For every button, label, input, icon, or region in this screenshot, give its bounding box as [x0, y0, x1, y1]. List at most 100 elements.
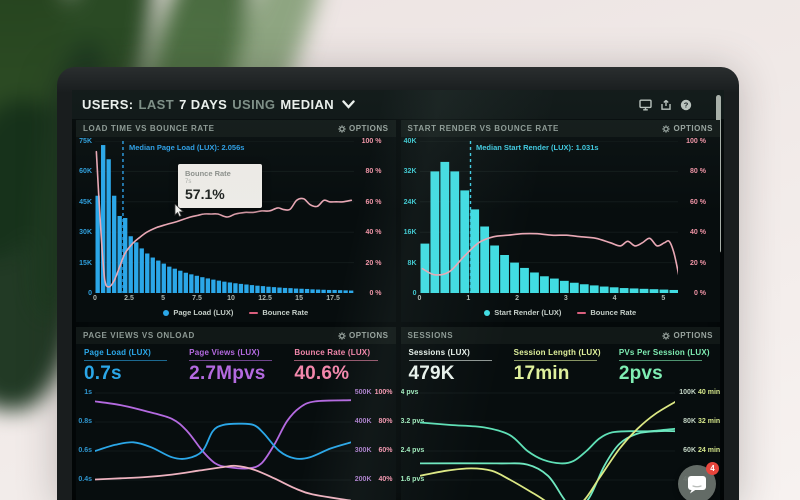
axis-tick: 32 min: [698, 418, 720, 425]
metric: Bounce Rate (LUX) 40.6%: [294, 348, 387, 385]
legend-dot-icon: [163, 309, 170, 316]
plot-area: [419, 389, 675, 500]
users-range-dropdown[interactable]: USERS: LAST 7 DAYS USING MEDIAN: [82, 97, 355, 112]
gear-icon: [338, 331, 346, 340]
metric-label: Page Load (LUX): [84, 348, 152, 357]
metric-underline: [189, 360, 273, 361]
metric-value: 2.7Mpvs: [189, 363, 266, 384]
axis-tick: 100 %: [686, 138, 706, 145]
panel-header: SESSIONS OPTIONS: [400, 327, 720, 344]
axis-tick: 40 %: [690, 229, 706, 237]
plot-area: [419, 141, 678, 293]
axis-tick: 2.4 pvs: [400, 447, 425, 454]
last-label: LAST: [138, 97, 175, 112]
axis-tick: 60 %: [690, 198, 706, 206]
legend-item[interactable]: Start Render (LUX): [484, 308, 561, 317]
y-axis-left: 1s 0.8s 0.6s 0.4s: [76, 389, 92, 500]
y-axis-right-2: 40 min 32 min 24 min: [698, 389, 720, 500]
axis-tick: 100 %: [361, 138, 382, 145]
legend-line-icon: [249, 311, 259, 314]
y-axis-left: 75K 60K 45K 30K 15K 0: [76, 138, 92, 297]
options-button[interactable]: OPTIONS: [662, 124, 713, 133]
metric: Page Views (LUX) 2.7Mpvs: [189, 348, 282, 385]
tooltip-label: Bounce Rate: [185, 169, 231, 178]
x-tick: 1: [466, 295, 471, 302]
metric: Page Load (LUX) 0.7s: [84, 348, 177, 385]
monitor-icon[interactable]: [639, 99, 652, 111]
options-button[interactable]: OPTIONS: [338, 124, 389, 133]
histogram-svg: [95, 141, 354, 293]
mouse-cursor-icon: [174, 204, 184, 218]
axis-tick: 400K: [354, 418, 372, 425]
axis-tick: 32K: [403, 168, 417, 176]
tooltip-sub: 7s: [185, 179, 192, 185]
plot-area: [95, 141, 354, 293]
legend-item[interactable]: Page Load (LUX): [163, 308, 233, 317]
chart-legend: Start Render (LUX) Bounce Rate: [401, 308, 721, 317]
x-tick: 17.5: [326, 295, 340, 302]
legend-line-icon: [577, 311, 587, 314]
x-tick: 10: [227, 295, 235, 302]
panel-title: PAGE VIEWS VS ONLOAD: [83, 331, 195, 340]
axis-tick: 30K: [79, 229, 92, 237]
metrics-row: Page Load (LUX) 0.7s Page Views (LUX) 2.7Mp…: [76, 344, 396, 385]
axis-tick: 75K: [79, 138, 92, 145]
notification-badge: 4: [706, 462, 719, 475]
x-tick: 5: [161, 295, 165, 302]
axis-tick: 80 %: [690, 168, 706, 176]
plot-area: [95, 389, 351, 500]
legend-dot-icon: [484, 309, 491, 316]
axis-tick: 0 %: [369, 290, 382, 297]
axis-tick: 1.6 pvs: [400, 476, 425, 483]
chart-legend: Page Load (LUX) Bounce Rate: [76, 308, 396, 317]
x-tick: 7.5: [192, 295, 202, 302]
options-button[interactable]: OPTIONS: [338, 331, 389, 340]
x-axis: 0 1 2 3 4 5: [418, 295, 679, 305]
metric-underline: [294, 360, 378, 361]
axis-tick: 40K: [403, 138, 417, 145]
series-pvs-per-session: [419, 430, 675, 500]
axis-tick: 0.4s: [78, 476, 92, 483]
x-tick: 15: [295, 295, 303, 302]
x-tick: 2: [515, 295, 519, 302]
axis-tick: 20 %: [690, 259, 706, 267]
x-tick: 4: [612, 295, 617, 302]
axis-tick: 20 %: [365, 259, 382, 267]
line-chart-svg: [95, 392, 351, 500]
metric-value: 17min: [513, 363, 570, 384]
metric-label: Bounce Rate (LUX): [294, 348, 371, 357]
axis-tick: 16K: [403, 229, 417, 237]
metric-value: 2pvs: [618, 363, 663, 384]
axis-tick: 0.6s: [78, 447, 92, 454]
axis-tick: 1s: [84, 389, 92, 396]
share-icon[interactable]: [660, 99, 672, 111]
axis-tick: 60K: [683, 447, 696, 454]
legend-label: Bounce Rate: [262, 308, 309, 317]
axis-tick: 4 pvs: [400, 389, 419, 396]
help-icon[interactable]: ?: [680, 99, 692, 111]
panel-sessions: SESSIONS OPTIONS Sessions (LUX) 479K Sessi…: [400, 327, 721, 500]
panel-grid: LOAD TIME VS BOUNCE RATE OPTIONS 75K 60K 4…: [76, 120, 720, 500]
metric-underline: [513, 360, 597, 361]
x-tick: 3: [563, 295, 568, 302]
metric: Session Length (LUX) 17min: [513, 348, 607, 385]
laptop: USERS: LAST 7 DAYS USING MEDIAN ?: [57, 67, 739, 500]
legend-item[interactable]: Bounce Rate: [577, 308, 636, 317]
topbar-icons: ?: [639, 99, 692, 111]
load-time-chart: 75K 60K 45K 30K 15K 0 100 % 80 % 60 % 40 % 20 % 0 %…: [76, 137, 396, 322]
y-axis-right-2: 100% 80% 60% 40%: [374, 389, 393, 500]
legend-label: Page Load (LUX): [173, 308, 234, 317]
options-label: OPTIONS: [673, 331, 713, 340]
chat-widget-button[interactable]: 4: [678, 462, 719, 500]
y-axis-right: 100 % 80 % 60 % 40 % 20 % 0 %: [682, 138, 706, 297]
series-page-load: [95, 422, 351, 460]
legend-item[interactable]: Bounce Rate: [249, 308, 308, 317]
options-button[interactable]: OPTIONS: [662, 331, 713, 340]
metric-underline: [84, 360, 168, 361]
x-axis: 0 2.5 5 7.5 10 12.5 15 17.5: [93, 295, 354, 305]
metric-label: Sessions (LUX): [408, 348, 470, 357]
legend-label: Bounce Rate: [590, 308, 637, 317]
histogram-svg: [419, 141, 678, 293]
metrics-row: Sessions (LUX) 479K Session Length (LUX) 17…: [401, 344, 721, 385]
